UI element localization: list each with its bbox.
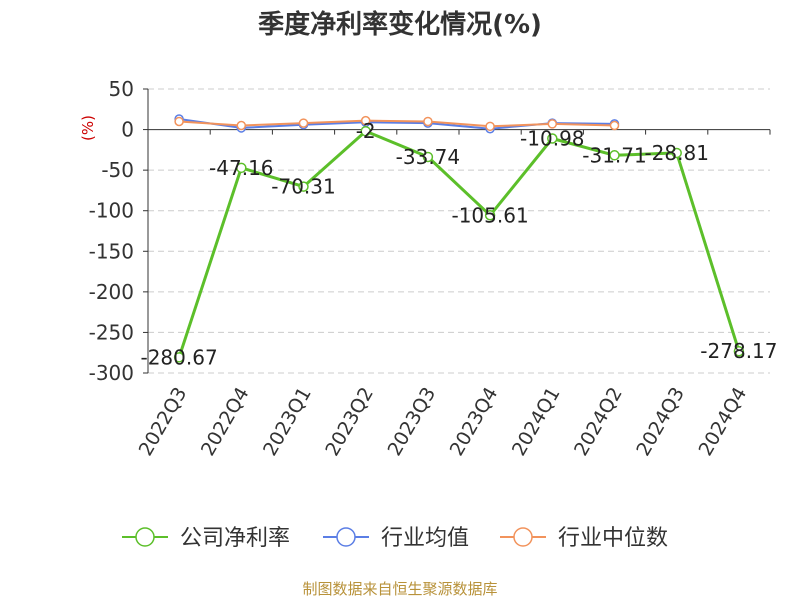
data-label: -105.61 <box>451 203 528 227</box>
data-label: -33.74 <box>396 145 460 169</box>
x-tick-label: 2024Q2 <box>570 384 627 460</box>
legend: 公司净利率 行业均值 行业中位数 <box>122 526 668 551</box>
series-line <box>179 119 615 128</box>
data-point <box>360 115 371 126</box>
legend-label: 行业均值 <box>381 526 469 551</box>
data-point <box>174 116 184 127</box>
data-point <box>733 345 745 357</box>
y-tick-label: -200 <box>89 280 134 304</box>
data-label: -278.17 <box>700 339 777 363</box>
x-tick-label: 2023Q2 <box>321 384 378 460</box>
x-tick-label: 2022Q3 <box>135 384 192 460</box>
y-tick-label: -250 <box>89 320 134 344</box>
x-tick-label: 2023Q4 <box>446 383 503 459</box>
y-tick-label: -100 <box>89 199 134 223</box>
data-label: -70.31 <box>271 175 335 199</box>
chart-title: 季度净利率变化情况(%) <box>258 10 542 40</box>
data-point <box>236 120 247 131</box>
data-point <box>298 118 309 128</box>
y-axis-label: (%) <box>79 115 97 141</box>
x-tick-label: 2024Q3 <box>632 384 689 460</box>
data-label: -280.67 <box>140 345 217 369</box>
y-tick-label: -50 <box>101 158 134 182</box>
y-tick-label: 0 <box>121 118 134 142</box>
data-label: -31.71 <box>582 143 646 167</box>
data-point <box>547 133 558 144</box>
x-tick-label: 2023Q1 <box>259 384 316 460</box>
y-tick-label: -150 <box>89 239 134 263</box>
data-point <box>422 151 434 163</box>
data-source-note: 制图数据来自恒生聚源数据库 <box>302 580 498 598</box>
x-tick-label: 2024Q1 <box>508 384 565 460</box>
data-label: -47.16 <box>209 156 273 180</box>
data-point <box>485 121 495 132</box>
data-label: -28.81 <box>644 141 708 165</box>
data-label: -2 <box>356 119 376 143</box>
data-point <box>236 162 247 174</box>
data-point <box>423 116 433 127</box>
legend-swatch-marker <box>513 527 533 547</box>
series-line <box>177 129 741 358</box>
data-point <box>360 125 371 137</box>
legend-swatch-marker <box>336 527 356 547</box>
data-point <box>484 210 496 221</box>
data-label-layer: -280.67 -47.16-70.31 -2 -33.74 -105.61 -10.98… <box>140 119 777 369</box>
data-point <box>298 181 309 192</box>
data-point <box>547 119 558 129</box>
y-tick-label: -300 <box>89 361 134 385</box>
x-tick-label: 2022Q4 <box>197 384 254 460</box>
data-point <box>609 150 620 161</box>
x-tick-label: 2024Q4 <box>694 384 751 460</box>
y-tick-label: 50 <box>109 77 134 101</box>
legend-label: 公司净利率 <box>180 526 290 551</box>
x-tick-label: 2023Q3 <box>383 384 440 460</box>
data-point <box>671 147 682 159</box>
data-point <box>609 120 620 131</box>
data-label: -10.98 <box>520 126 584 150</box>
legend-swatch-marker <box>135 527 155 547</box>
series-layer <box>173 114 745 363</box>
data-point <box>173 352 185 363</box>
legend-label: 行业中位数 <box>558 526 668 551</box>
